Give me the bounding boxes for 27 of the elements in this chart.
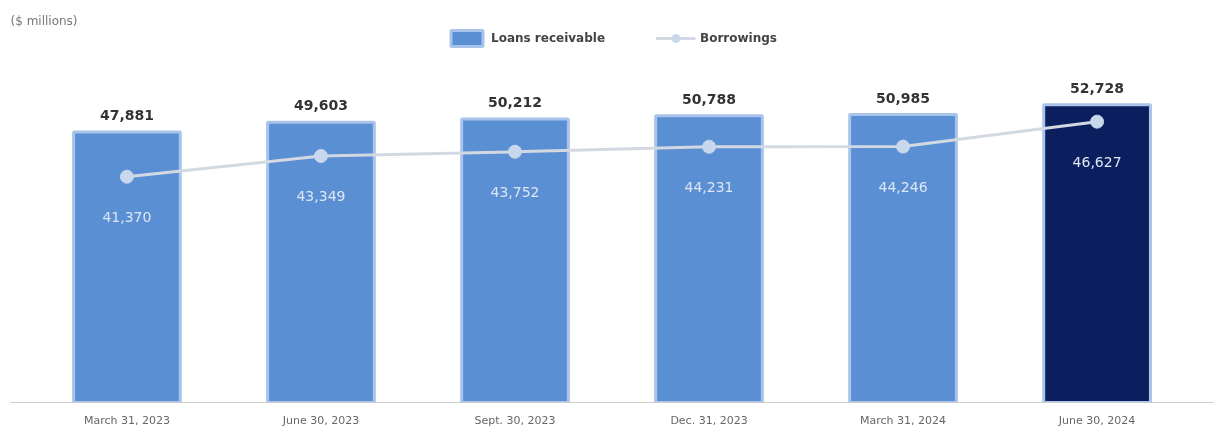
data-label: 50,985 [876,89,931,106]
point [1090,114,1105,129]
data-label: 50,212 [487,93,542,110]
data-label: 52,728 [1070,79,1125,96]
x-tick-label: Sept. 30, 2023 [474,413,556,427]
x-tick-label: June 30, 2024 [1057,413,1136,427]
x-tick-label: Dec. 31, 2023 [670,413,748,427]
data-label: 50,788 [682,90,737,107]
data-label: 47,881 [99,107,154,124]
x-tick-label: June 30, 2023 [281,413,360,427]
point [119,169,134,184]
legend-label: Borrowings [700,31,777,45]
data-label: 49,603 [293,97,348,114]
text: ($ millions) [10,13,78,28]
data-label: 46,627 [1072,153,1122,170]
legend-label: Loans receivable [491,31,606,45]
data-label: 44,231 [684,178,734,195]
data-label: 43,752 [490,183,540,200]
point [507,144,522,159]
data-label: 44,246 [878,178,928,195]
point [313,149,328,163]
data-label: 41,370 [102,208,152,225]
point [896,139,911,154]
x-tick-label: March 31, 2024 [860,413,947,427]
point [702,139,717,154]
x-tick-label: March 31, 2023 [83,413,170,427]
data-label: 43,349 [296,187,346,204]
